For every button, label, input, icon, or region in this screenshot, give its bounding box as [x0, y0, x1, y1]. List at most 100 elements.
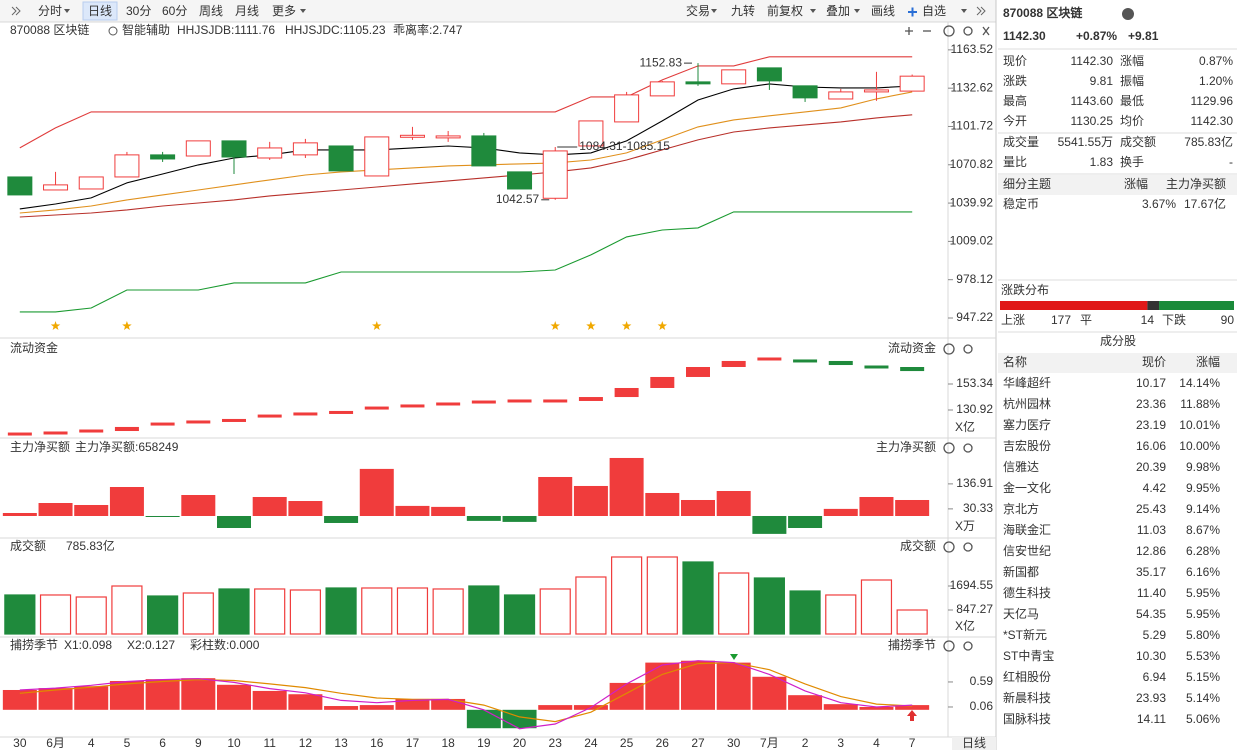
flow-bar	[793, 359, 818, 363]
settings-icon[interactable]	[963, 443, 973, 453]
bar	[74, 504, 109, 516]
flow-bar	[686, 366, 710, 377]
stock-name-cell[interactable]: 信雅达	[1003, 459, 1039, 474]
help-icon[interactable]	[943, 442, 955, 454]
collapse-icon[interactable]	[11, 6, 17, 16]
stock-name-cell[interactable]: *ST新元	[1003, 627, 1047, 642]
settings-icon[interactable]	[963, 641, 973, 651]
candle-body	[792, 85, 818, 99]
candle-body	[221, 140, 247, 158]
stock-name-cell[interactable]: 海联金汇	[1003, 522, 1051, 537]
toolbar-button[interactable]: 自选	[922, 4, 946, 18]
flow-bar	[329, 410, 354, 414]
stock-name-cell[interactable]: ST中青宝	[1003, 648, 1054, 663]
stock-change-cell: 9.14%	[1186, 502, 1220, 516]
stock-name-cell[interactable]: 吉宏股份	[1003, 438, 1051, 453]
info-icon[interactable]	[1122, 8, 1134, 20]
close-icon[interactable]	[982, 26, 990, 36]
stock-change-cell: 10.01%	[1179, 418, 1220, 432]
chart-controls	[905, 25, 990, 652]
quote-label: 最高	[1003, 93, 1027, 108]
dropdown-caret	[711, 9, 717, 13]
toolbar-button[interactable]: 画线	[871, 4, 895, 18]
stock-change-cell: 8.67%	[1186, 523, 1220, 537]
bar	[681, 660, 715, 710]
panel-title-right: 捕捞季节	[888, 637, 936, 652]
toolbar-tab[interactable]: 月线	[235, 4, 259, 18]
distribution-title: 涨跌分布	[1001, 282, 1049, 297]
help-icon[interactable]	[943, 25, 955, 37]
theme-cell[interactable]: 稳定币	[1003, 196, 1039, 211]
expand-icon	[980, 6, 986, 16]
expand-icon[interactable]	[976, 6, 982, 16]
bar	[895, 705, 930, 710]
help-icon[interactable]	[943, 541, 955, 553]
x-tick-label: 4	[873, 736, 880, 750]
stock-name-cell[interactable]: 红相股份	[1003, 669, 1051, 684]
annotation: 1152.83	[640, 55, 683, 69]
toolbar-tab[interactable]: 60分	[162, 4, 187, 18]
stock-name-cell[interactable]: 德生科技	[1003, 585, 1051, 600]
zoom-in[interactable]	[905, 27, 913, 35]
settings-icon[interactable]	[963, 542, 973, 552]
settings-icon[interactable]	[963, 344, 973, 354]
candle-body	[185, 140, 211, 157]
assist-icon[interactable]	[108, 26, 118, 36]
indicator-label: 智能辅助	[122, 22, 170, 37]
indicator-line	[19, 660, 913, 730]
toolbar-tab[interactable]: 日线	[88, 4, 112, 18]
y-tick-label: 130.92	[956, 402, 993, 416]
period-label: 日线	[962, 736, 986, 750]
toolbar-tab[interactable]: 更多	[272, 4, 296, 18]
stock-price-cell: 25.43	[1136, 502, 1166, 516]
stock-name-cell[interactable]: 新晨科技	[1003, 690, 1051, 705]
bar	[217, 684, 251, 710]
x-tick-label: 4	[88, 736, 95, 750]
table-header: 涨幅	[1196, 354, 1220, 369]
volume-bar	[646, 556, 678, 635]
signal-arrow-up	[907, 710, 917, 721]
x-tick-label: 13	[334, 736, 348, 750]
help-icon[interactable]	[943, 640, 955, 652]
quote-label: 涨跌	[1003, 73, 1027, 88]
flow-bar	[650, 376, 675, 388]
toolbar-tab[interactable]: 周线	[199, 4, 223, 18]
stock-name-cell[interactable]: 京北方	[1003, 501, 1039, 516]
stock-price-cell: 10.17	[1136, 376, 1166, 390]
volume-bar	[182, 592, 214, 635]
toolbar-button[interactable]: 交易	[686, 3, 710, 18]
stock-name-cell[interactable]: 国脉科技	[1003, 711, 1051, 726]
toolbar-button[interactable]: 前复权	[767, 3, 803, 18]
settings-icon[interactable]	[963, 26, 973, 36]
theme-cell: 3.67%	[1142, 197, 1176, 211]
bar	[395, 698, 430, 710]
help-icon[interactable]	[943, 343, 955, 355]
toolbar-button[interactable]: 九转	[731, 3, 755, 18]
signal-star	[586, 321, 596, 330]
table-header: 现价	[1142, 355, 1166, 369]
stock-name-cell[interactable]: 金一文化	[1003, 480, 1051, 495]
stock-name-cell[interactable]: 信安世纪	[1003, 543, 1051, 558]
tab-active-bg	[82, 1, 118, 21]
candle-body	[542, 150, 568, 199]
bar	[681, 499, 715, 516]
stock-price-cell: 11.40	[1137, 586, 1166, 600]
stock-price-cell: 20.39	[1136, 460, 1166, 474]
volume-bar	[825, 594, 857, 635]
toolbar-button[interactable]: 叠加	[826, 4, 850, 18]
x-tick-label: 12	[299, 736, 313, 750]
toolbar-tab[interactable]: 分时	[38, 4, 62, 18]
indicator-line	[19, 211, 913, 313]
bar	[359, 468, 394, 516]
stock-name-cell[interactable]: 华峰超纤	[1003, 375, 1051, 390]
bar	[38, 688, 73, 710]
stock-name-cell[interactable]: 新国都	[1003, 564, 1039, 579]
stock-name-cell[interactable]: 天亿马	[1003, 606, 1039, 621]
y-tick-label: 1039.92	[950, 195, 994, 209]
stock-name-cell[interactable]: 塞力医疗	[1003, 417, 1051, 432]
toolbar-tab[interactable]: 30分	[126, 4, 151, 18]
stock-name-cell[interactable]: 杭州园林	[1003, 396, 1051, 411]
volume-bar	[4, 594, 36, 635]
candle-body	[435, 135, 461, 139]
panel-title-right: 主力净买额	[876, 440, 936, 454]
